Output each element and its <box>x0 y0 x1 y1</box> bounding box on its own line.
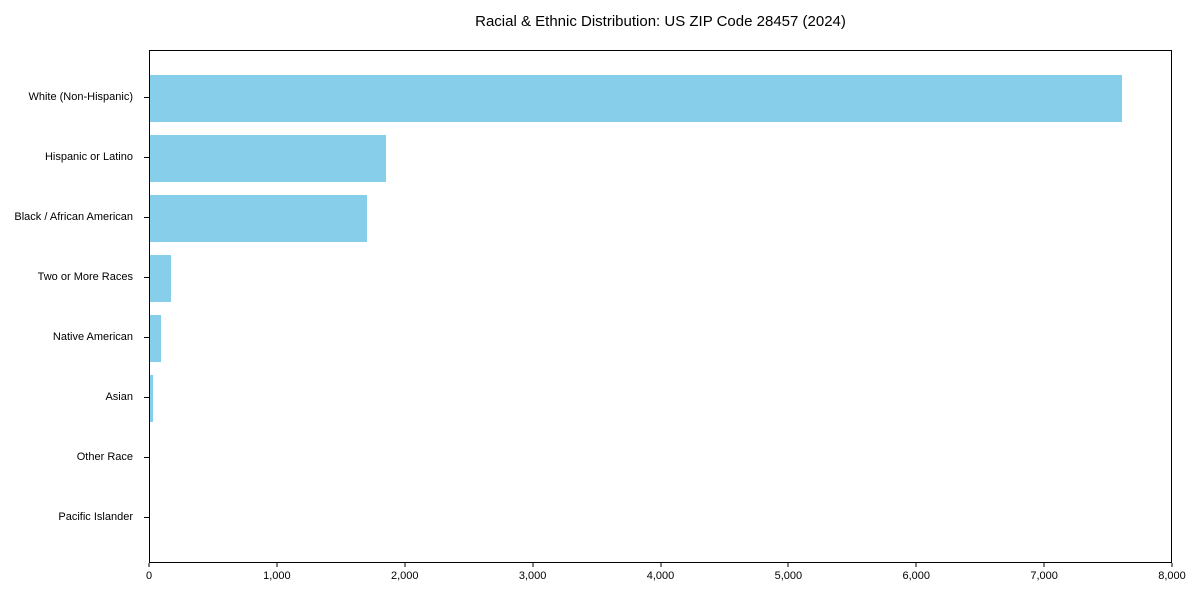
y-tick-mark <box>144 97 149 98</box>
bar-hispanic-or-latino <box>150 134 387 182</box>
y-axis-category-label: Black / African American <box>14 211 133 223</box>
x-tick-mark <box>787 563 789 567</box>
y-tick-mark <box>144 337 149 338</box>
bar-row <box>150 368 1171 428</box>
y-tick-mark <box>144 517 149 518</box>
bar-row <box>150 128 1171 188</box>
bar-black-african-american <box>150 194 368 242</box>
x-tick-label: 0 <box>145 570 153 582</box>
bar-row <box>150 68 1171 128</box>
bar-native-american <box>150 314 161 362</box>
y-axis-category-label: Pacific Islander <box>58 511 133 523</box>
plot-area <box>149 50 1172 563</box>
x-axis: 0 1,000 2,000 3,000 4,000 5,000 6,000 7,000 8,00… <box>145 563 1186 595</box>
x-tick-mark <box>1043 563 1045 567</box>
y-axis-category-label: White (Non-Hispanic) <box>28 91 133 103</box>
x-tick-mark <box>148 563 150 567</box>
bar-row <box>150 488 1171 548</box>
x-tick-label: 7,000 <box>1030 570 1058 582</box>
x-tick-mark <box>1171 563 1173 567</box>
x-tick-label: 2,000 <box>390 570 419 582</box>
bar-row <box>150 248 1171 308</box>
y-axis-labels: White (Non-Hispanic) Hispanic or Latino Bl… <box>0 67 141 547</box>
y-tick-mark <box>144 157 149 158</box>
y-axis-category-label: Asian <box>105 391 133 403</box>
x-tick-mark <box>404 563 406 567</box>
y-tick-mark <box>144 217 149 218</box>
x-tick-mark <box>915 563 917 567</box>
bar-rows <box>150 68 1171 548</box>
bar-asian <box>150 374 154 422</box>
y-tick-mark <box>144 457 149 458</box>
x-tick-label: 8,000 <box>1158 570 1186 582</box>
x-tick-mark <box>276 563 278 567</box>
y-tick-mark <box>144 277 149 278</box>
y-axis-category-label: Native American <box>52 331 133 343</box>
x-tick-label: 6,000 <box>902 570 931 582</box>
y-axis-category-label: Two or More Races <box>37 271 133 283</box>
x-tick-mark <box>532 563 534 567</box>
bar-row <box>150 308 1171 368</box>
x-tick-label: 1,000 <box>263 570 291 582</box>
bar-white-non-hispanic <box>150 74 1122 122</box>
bar-row <box>150 188 1171 248</box>
y-axis-category-label: Other Race <box>76 451 133 463</box>
bar-row <box>150 428 1171 488</box>
x-tick-label: 3,000 <box>518 570 547 582</box>
x-tick-label: 4,000 <box>646 570 675 582</box>
chart-title: Racial & Ethnic Distribution: US ZIP Cod… <box>475 13 846 30</box>
x-tick-mark <box>660 563 661 567</box>
x-tick-label: 5,000 <box>774 570 803 582</box>
y-tick-mark <box>144 397 149 398</box>
bar-two-or-more-races <box>150 254 171 302</box>
y-axis-category-label: Hispanic or Latino <box>44 151 133 163</box>
